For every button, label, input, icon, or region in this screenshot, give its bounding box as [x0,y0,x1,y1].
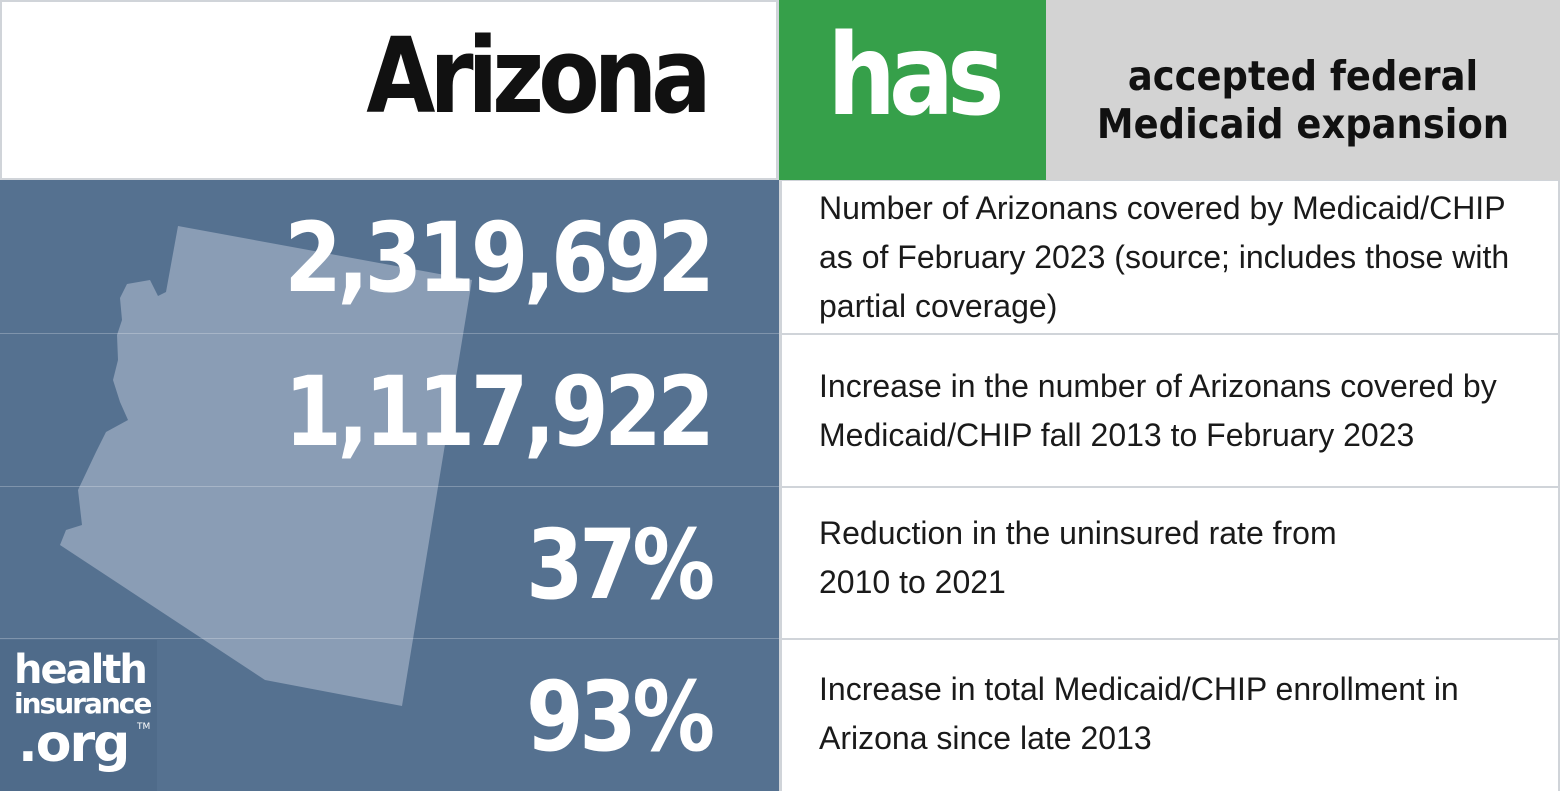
status-description-line-2: Medicaid expansion [1096,100,1510,148]
stat-value: 2,319,692 [284,202,715,314]
healthinsurance-org-logo: health insurance .org TM [0,640,157,791]
stat-description: Reduction in the uninsured rate from 201… [819,515,1337,600]
status-badge: has [779,0,1046,180]
state-name: Arizona [366,15,712,137]
status-description: accepted federal Medicaid expansion [1072,52,1535,148]
stat-row: 37% [0,486,779,640]
stat-value: 93% [526,661,715,773]
logo-line-1: health [14,647,148,693]
stat-row: 1,117,922 [0,333,779,487]
logo-line-2: insurance [14,687,152,720]
stat-description-cell: Increase in the number of Arizonans cove… [782,335,1558,486]
stat-description: Increase in total Medicaid/CHIP enrollme… [819,671,1459,756]
stat-value: 1,117,922 [284,356,715,468]
stat-row: 93% [0,638,779,791]
stat-value: 37% [526,509,715,621]
arizona-map-icon [60,226,472,706]
state-name-box: Arizona [2,2,776,178]
status-description-box: accepted federal Medicaid expansion [1046,0,1560,180]
stat-description-cell: Increase in total Medicaid/CHIP enrollme… [782,640,1558,791]
status-word: has [827,11,1004,141]
stat-description: Number of Arizonans covered by Medicaid/… [819,190,1510,324]
stat-row: 2,319,692 [0,180,779,333]
stat-description: Increase in the number of Arizonans cove… [819,368,1497,453]
stat-description-cell: Reduction in the uninsured rate from 201… [782,488,1558,638]
status-description-line-1: accepted federal [1127,52,1479,100]
logo-line-3: .org [18,714,130,774]
logo-trademark: TM [137,722,151,732]
stat-description-cell: Number of Arizonans covered by Medicaid/… [782,181,1558,333]
